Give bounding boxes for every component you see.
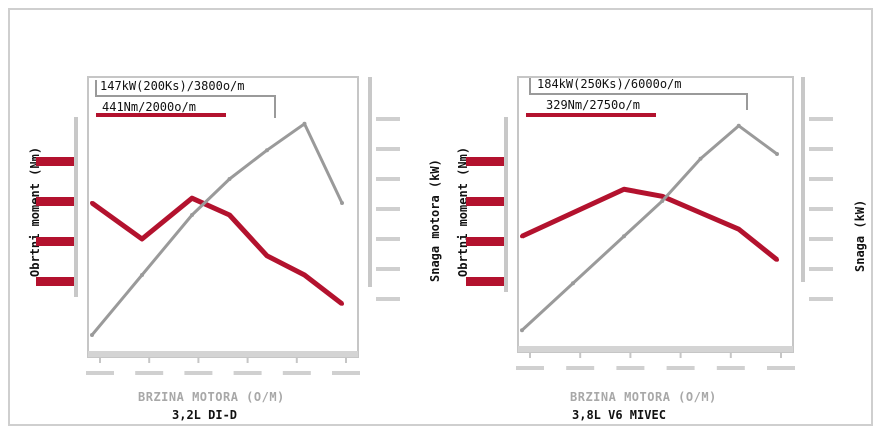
left-x-tick-label [184, 371, 213, 375]
left-series-torque-point [227, 213, 232, 217]
right-series-power-point [520, 328, 524, 333]
left-y2-tick-label [376, 237, 400, 241]
left-y-tick-label [36, 237, 76, 246]
left-series-torque-point [265, 253, 269, 258]
right-series-torque-point [520, 234, 524, 239]
right-y2-tick-label [809, 237, 833, 241]
left-series-torque-point [90, 201, 94, 205]
right-series-power-point [775, 152, 779, 156]
left-series-power-point [140, 273, 144, 277]
right-x-tick-label [516, 366, 544, 370]
left-x-tick-label [332, 371, 360, 375]
right-y2-tick-label [809, 267, 833, 271]
right-x-tick-label [666, 366, 695, 370]
left-y-tick-label [36, 277, 76, 286]
right-series-torque-point [736, 227, 741, 232]
right-y-tick-label [466, 197, 506, 206]
right-y2-tick-label [809, 147, 833, 151]
left-y2-tick-label [376, 207, 400, 211]
left-series-torque-point [340, 301, 344, 306]
right-x-tick-label [566, 366, 595, 370]
left-series-torque-point [140, 237, 144, 241]
left-y2-tick-label [376, 117, 400, 121]
right-series-power-point [622, 234, 626, 239]
right-y2-tick-label [809, 117, 833, 121]
right-y2-tick-label [809, 297, 833, 301]
right-series-power-point [660, 199, 665, 203]
left-chart-x-axis-label: BRZINA MOTORA (O/M) [138, 390, 285, 404]
chart-frame [8, 8, 873, 426]
left-series-torque-point [302, 273, 307, 277]
left-series-power-point [190, 213, 194, 217]
left-x-axis [88, 351, 358, 357]
left-y-axis [74, 117, 78, 297]
right-y2-tick-label [809, 207, 833, 211]
right-y-axis [504, 117, 508, 292]
left-series-power-point [340, 201, 344, 205]
right-y2-axis [801, 77, 805, 282]
right-series-torque-line [520, 186, 779, 262]
left-y2-tick-label [376, 297, 400, 301]
right-chart-annotation-torque: 329Nm/2750o/m [546, 98, 640, 112]
right-series-torque-point [775, 257, 779, 262]
left-y-tick-label [36, 157, 76, 166]
right-x-axis [518, 346, 793, 352]
right-torque-annotation-bar [526, 113, 656, 117]
left-series-torque-point [190, 196, 194, 201]
left-torque-annotation-bar [96, 113, 226, 117]
left-series-power-point [90, 333, 94, 337]
right-annotation-connector [529, 78, 748, 110]
right-y-tick-label [466, 237, 506, 246]
right-x-tick-label [616, 366, 645, 370]
left-chart-annotation-power: 147kW(200Ks)/3800o/m [100, 79, 245, 93]
right-series-power-point [698, 156, 703, 161]
right-y-tick-label [466, 157, 506, 166]
left-series-power-point [265, 148, 269, 153]
left-chart-annotation-torque: 441Nm/2000o/m [102, 100, 196, 114]
left-x-tick-label [282, 371, 311, 375]
right-series-torque-point [622, 187, 626, 192]
right-chart-title: 3,8L V6 MIVEC [572, 408, 666, 422]
right-x-tick-label [716, 366, 745, 370]
right-y-tick-label [466, 277, 506, 286]
left-y2-tick-label [376, 267, 400, 271]
right-y2-tick-label [809, 177, 833, 181]
right-plot-frame [517, 76, 794, 353]
left-y2-axis [368, 77, 372, 287]
left-x-tick-label [233, 371, 262, 375]
left-y-tick-label [36, 197, 76, 206]
left-y2-tick-label [376, 177, 400, 181]
left-x-tick-label [86, 371, 114, 375]
left-annotation-connector [95, 80, 276, 118]
right-x-tick-label [767, 366, 795, 370]
right-series-power-point [571, 281, 575, 286]
left-series-power-point [302, 121, 307, 126]
left-chart-title: 3,2L DI-D [172, 408, 238, 422]
right-series-torque-point [571, 210, 575, 215]
left-series-power-point [227, 177, 232, 181]
left-x-tick-label [135, 371, 164, 375]
left-y2-tick-label [376, 147, 400, 151]
right-series-torque-point [660, 194, 665, 199]
right-series-torque-point [698, 210, 703, 215]
right-series-power-point [736, 123, 741, 128]
right-chart-annotation-power: 184kW(250Ks)/6000o/m [537, 77, 682, 91]
right-chart-x-axis-label: BRZINA MOTORA (O/M) [570, 390, 717, 404]
